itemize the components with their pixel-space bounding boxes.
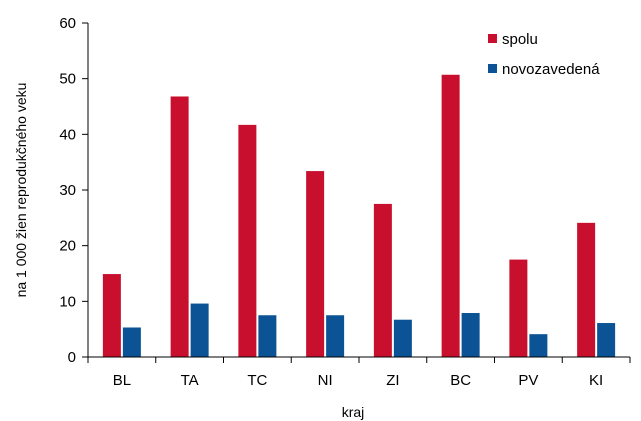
y-axis-title: na 1 000 žien reprodukčného veku xyxy=(13,83,29,298)
y-tick-label: 60 xyxy=(59,15,76,32)
x-tick-label: BL xyxy=(113,372,131,389)
bar-spolu-bc xyxy=(441,74,460,358)
y-tick-label: 40 xyxy=(59,126,76,143)
bar-novozavedena-bc xyxy=(461,313,480,357)
bar-novozavedena-zi xyxy=(393,319,412,357)
bar-novozavedena-ki xyxy=(597,323,616,357)
x-tick-label: ZI xyxy=(386,372,399,389)
bars xyxy=(102,74,616,358)
x-axis-ticks: BL TA TC NI ZI BC PV KI xyxy=(87,357,631,389)
x-tick-label: TA xyxy=(181,372,199,389)
bar-spolu-pv xyxy=(509,259,528,357)
bar-spolu-tc xyxy=(238,124,257,358)
bar-novozavedena-tc xyxy=(258,315,277,357)
x-tick-label: TC xyxy=(247,372,267,389)
y-tick-label: 10 xyxy=(59,293,76,310)
bar-novozavedena-bl xyxy=(122,327,141,357)
bar-novozavedena-ta xyxy=(190,303,209,357)
y-tick-label: 30 xyxy=(59,182,76,199)
x-tick-label: NI xyxy=(318,372,333,389)
bar-spolu-bl xyxy=(102,274,121,357)
legend: spolu novozavedená xyxy=(488,31,600,78)
y-tick-label: 20 xyxy=(59,238,76,255)
y-tick-label: 0 xyxy=(68,349,76,366)
y-tick-label: 50 xyxy=(59,71,76,88)
x-axis-title: kraj xyxy=(342,404,365,420)
bar-spolu-ki xyxy=(577,222,596,357)
legend-label-spolu: spolu xyxy=(502,31,538,48)
legend-swatch-novozavedena xyxy=(488,64,497,73)
x-tick-label: KI xyxy=(589,372,603,389)
bar-spolu-zi xyxy=(373,203,392,357)
bar-novozavedena-pv xyxy=(529,334,548,357)
legend-label-novozavedena: novozavedená xyxy=(502,61,600,78)
y-axis-ticks: 0 10 20 30 40 50 60 xyxy=(59,15,88,366)
bar-novozavedena-ni xyxy=(326,315,345,357)
x-tick-label: BC xyxy=(450,372,471,389)
legend-swatch-spolu xyxy=(488,34,497,43)
bar-spolu-ta xyxy=(170,96,189,357)
bar-spolu-ni xyxy=(306,171,325,357)
x-tick-label: PV xyxy=(518,372,538,389)
